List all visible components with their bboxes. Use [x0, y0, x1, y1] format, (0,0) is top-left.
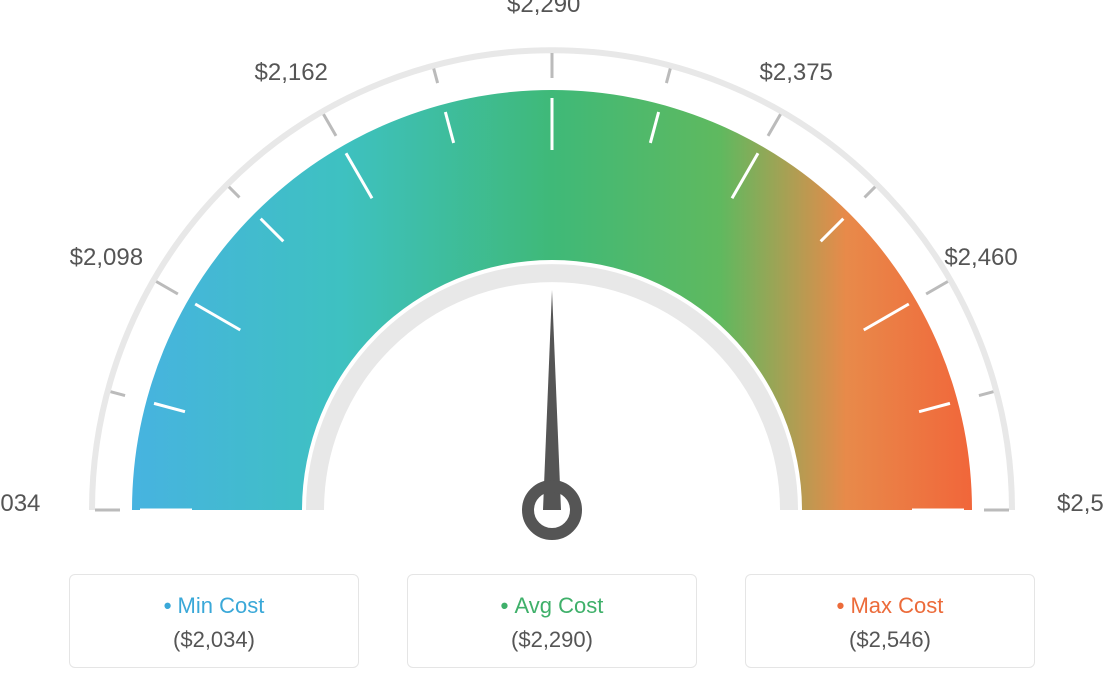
legend-max-value: ($2,546): [746, 627, 1034, 653]
legend-row: Min Cost ($2,034) Avg Cost ($2,290) Max …: [0, 574, 1104, 668]
legend-avg-label: Avg Cost: [408, 593, 696, 619]
legend-max-label: Max Cost: [746, 593, 1034, 619]
legend-avg-value: ($2,290): [408, 627, 696, 653]
legend-card-avg: Avg Cost ($2,290): [407, 574, 697, 668]
gauge-tick-label: $2,034: [0, 490, 40, 518]
gauge-tick-label: $2,098: [70, 244, 143, 272]
gauge-tick-label: $2,375: [760, 59, 833, 87]
legend-card-min: Min Cost ($2,034): [69, 574, 359, 668]
gauge-chart-container: $2,034 $2,098 $2,162 $2,290 $2,375 $2,460 $2,5…: [0, 0, 1104, 690]
legend-card-max: Max Cost ($2,546): [745, 574, 1035, 668]
gauge-tick-label: $2,460: [944, 244, 1017, 272]
gauge-svg: [0, 0, 1104, 560]
gauge-tick-label: $2,546: [1057, 490, 1104, 518]
legend-min-label: Min Cost: [70, 593, 358, 619]
gauge-area: $2,034 $2,098 $2,162 $2,290 $2,375 $2,460 $2,5…: [0, 0, 1104, 560]
gauge-tick-label: $2,290: [507, 0, 580, 19]
legend-min-value: ($2,034): [70, 627, 358, 653]
gauge-tick-label: $2,162: [255, 59, 328, 87]
